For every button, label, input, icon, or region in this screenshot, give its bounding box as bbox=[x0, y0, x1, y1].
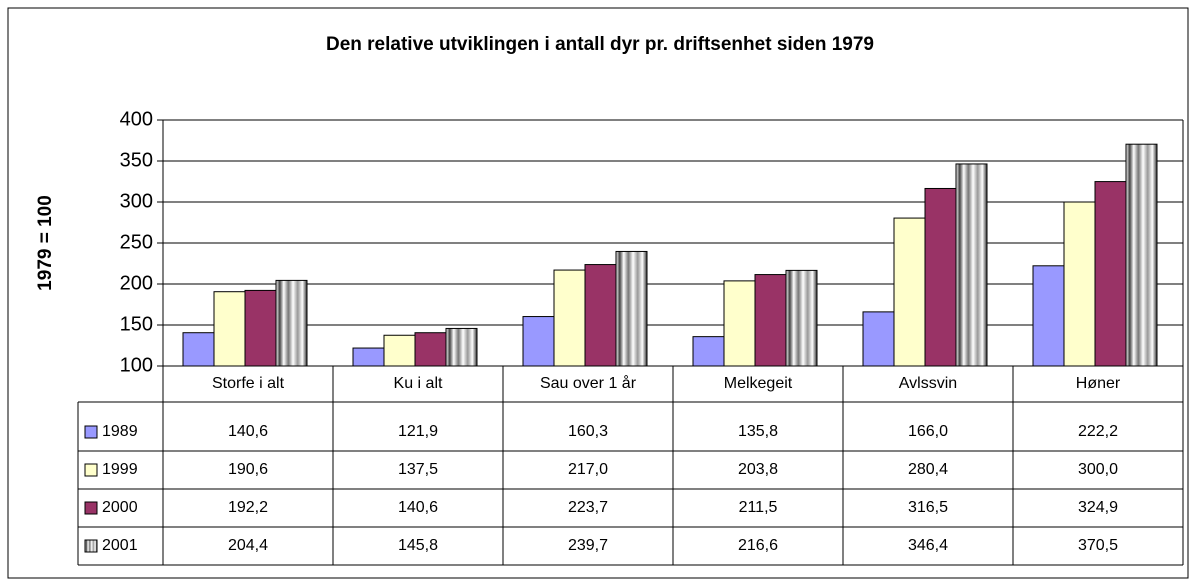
bar bbox=[445, 327, 478, 367]
table-value: 137,5 bbox=[398, 461, 438, 478]
y-tick-label: 150 bbox=[120, 313, 153, 335]
x-tick-label: Høner bbox=[1076, 375, 1121, 392]
y-tick-label: 400 bbox=[120, 108, 153, 130]
bar bbox=[213, 291, 246, 367]
y-axis-label: 1979 = 100 bbox=[35, 195, 56, 291]
table-value: 223,7 bbox=[568, 499, 608, 516]
bar bbox=[414, 332, 447, 367]
bar bbox=[893, 217, 926, 367]
legend-label: 1999 bbox=[102, 461, 138, 478]
table-value: 280,4 bbox=[908, 461, 948, 478]
bar bbox=[1063, 201, 1096, 367]
x-tick-label: Sau over 1 år bbox=[540, 374, 637, 392]
bar bbox=[924, 187, 957, 367]
bar bbox=[785, 269, 818, 367]
table-value: 145,8 bbox=[398, 537, 438, 554]
bar bbox=[275, 279, 308, 367]
legend-label: 1989 bbox=[102, 423, 138, 440]
bar bbox=[522, 316, 555, 367]
table-value: 217,0 bbox=[568, 461, 608, 478]
bar bbox=[862, 311, 895, 367]
legend-key bbox=[84, 539, 98, 553]
bar bbox=[182, 332, 215, 367]
bar bbox=[553, 269, 586, 367]
x-tick-label: Avlssvin bbox=[899, 375, 957, 392]
table-value: 370,5 bbox=[1078, 537, 1118, 554]
bar bbox=[352, 347, 385, 367]
table-value: 203,8 bbox=[738, 461, 778, 478]
table-value: 190,6 bbox=[228, 461, 268, 478]
table-value: 140,6 bbox=[398, 499, 438, 516]
bar bbox=[692, 336, 725, 367]
table-value: 211,5 bbox=[739, 499, 778, 516]
table-value: 239,7 bbox=[568, 537, 608, 554]
legend-key bbox=[84, 425, 98, 439]
legend-key bbox=[84, 501, 98, 515]
table-value: 346,4 bbox=[908, 537, 948, 554]
table-value: 222,2 bbox=[1078, 423, 1118, 440]
bar bbox=[1125, 143, 1158, 367]
y-tick-label: 350 bbox=[120, 149, 153, 171]
table-value: 160,3 bbox=[568, 423, 608, 440]
bar bbox=[244, 289, 277, 367]
legend-label: 2000 bbox=[102, 499, 138, 516]
table-value: 324,9 bbox=[1078, 499, 1118, 516]
y-tick-label: 250 bbox=[120, 231, 153, 253]
bar bbox=[1032, 265, 1065, 367]
table-value: 140,6 bbox=[228, 423, 268, 440]
x-tick-label: Melkegeit bbox=[724, 375, 793, 392]
bar bbox=[754, 274, 787, 367]
legend-label: 2001 bbox=[102, 537, 138, 554]
table-value: 166,0 bbox=[908, 423, 948, 440]
bar bbox=[955, 163, 988, 367]
table-value: 216,6 bbox=[738, 537, 778, 554]
y-tick-label: 100 bbox=[120, 354, 153, 376]
table-value: 192,2 bbox=[228, 499, 268, 516]
table-value: 121,9 bbox=[398, 423, 438, 440]
x-tick-label: Storfe i alt bbox=[212, 375, 285, 392]
table-value: 204,4 bbox=[228, 537, 268, 554]
bar bbox=[584, 264, 617, 367]
bar bbox=[383, 334, 416, 367]
y-tick-label: 300 bbox=[120, 190, 153, 212]
y-tick-label: 200 bbox=[120, 272, 153, 294]
bar bbox=[1094, 181, 1127, 367]
table-value: 300,0 bbox=[1078, 461, 1118, 478]
legend-key bbox=[84, 463, 98, 477]
x-tick-label: Ku i alt bbox=[394, 375, 443, 392]
table-value: 316,5 bbox=[908, 499, 948, 516]
table-value: 135,8 bbox=[738, 423, 778, 440]
bar bbox=[723, 280, 756, 367]
bar bbox=[615, 250, 648, 367]
chart-title: Den relative utviklingen i antall dyr pr… bbox=[326, 34, 874, 55]
